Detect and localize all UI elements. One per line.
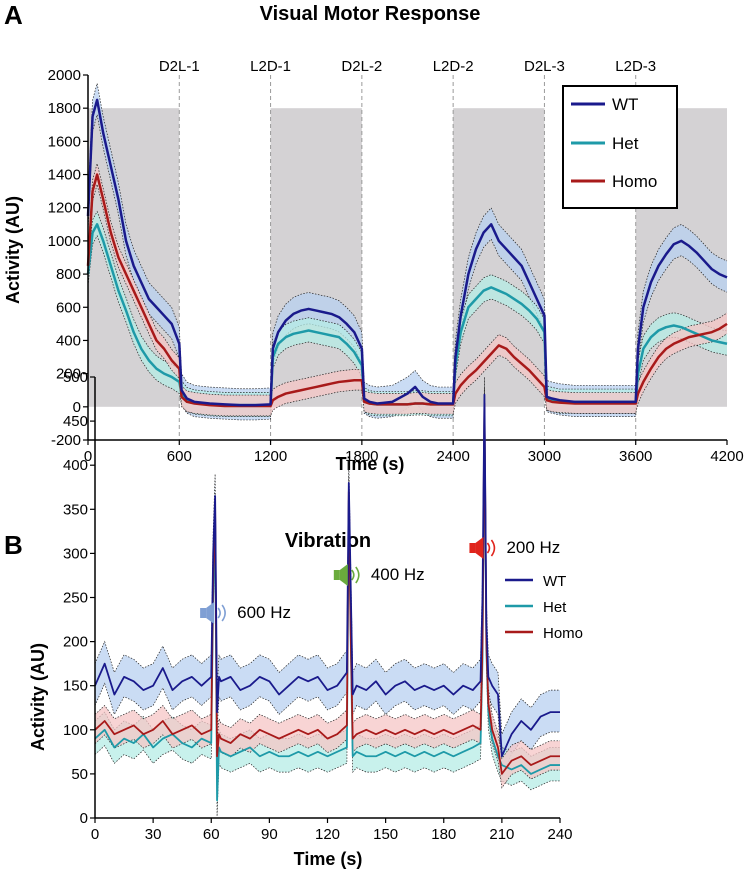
het-sem-upper (87, 210, 728, 393)
panel-a-title: Visual Motor Response (260, 3, 481, 25)
y-tick-label-4: 600 (56, 299, 81, 316)
annotation-label-3: 200 Hz (506, 538, 560, 557)
x-tick-label-5: 150 (373, 826, 398, 843)
y-tick-label-1: 0 (73, 399, 81, 416)
dark-period-2 (270, 108, 362, 407)
b-series-lines (94, 393, 560, 802)
y-tick-label-3: 400 (56, 332, 81, 349)
b-axes: 0 50 100 150 200 250 300 350 400 450 500 0 30 60 90 120… (63, 369, 573, 843)
legend-a-box (562, 85, 678, 209)
a-phase-labels: D2L-1 L2D-1 D2L-2 L2D-2 D2L-3 L2D-3 (159, 58, 656, 75)
x-tick-label-1: 600 (167, 448, 192, 465)
x-tick-label-0: 0 (91, 826, 99, 843)
dark-period-3 (453, 108, 545, 407)
y-tick-label-2: 200 (56, 366, 81, 383)
panel-b-legend: WT Het Homo (505, 573, 583, 642)
y-tick-label-7: 350 (63, 501, 88, 518)
y-tick-label-5: 800 (56, 266, 81, 283)
panel-b: B Vibration 0501001502002503003504004505… (4, 369, 583, 869)
phase-label-1: D2L-1 (159, 58, 200, 75)
legend-a-homo-label: Homo (612, 172, 657, 191)
y-tick-label-8: 400 (63, 457, 88, 474)
wt-sem-upper (87, 83, 728, 390)
y-tick-label-6: 300 (63, 545, 88, 562)
y-tick-label-5: 250 (63, 590, 88, 607)
homo-sem-lower (87, 183, 728, 417)
y-tick-label-1: 50 (71, 766, 88, 783)
panel-a-ylabel: Activity (AU) (3, 196, 23, 304)
het-sem-band (95, 394, 560, 817)
homo-sem-band (95, 388, 560, 788)
x-tick-label-2: 1200 (254, 448, 287, 465)
phase-label-4: L2D-2 (433, 58, 474, 75)
x-tick-label-7: 4200 (710, 448, 743, 465)
y-tick-label-9: 1600 (48, 133, 81, 150)
panel-b-letter: B (4, 530, 23, 560)
panel-b-xlabel: Time (s) (294, 849, 363, 869)
legend-a-wt-label: WT (612, 95, 638, 114)
x-tick-label-6: 3600 (619, 448, 652, 465)
x-tick-label-4: 2400 (436, 448, 469, 465)
panel-a: A Visual Motor Response -200020040060080… (3, 0, 744, 474)
x-tick-label-5: 3000 (528, 448, 561, 465)
y-tick-label-9: 450 (63, 413, 88, 430)
phase-label-5: D2L-3 (524, 58, 565, 75)
panel-b-ylabel: Activity (AU) (28, 643, 48, 751)
y-tick-label-0: 0 (80, 810, 88, 827)
phase-label-6: L2D-3 (615, 58, 656, 75)
a-axes: -200020040060080010001200140016001800200… (48, 67, 744, 465)
x-tick-label-0: 0 (84, 448, 92, 465)
panel-a-xlabel: Time (s) (336, 454, 405, 474)
legend-b-homo-label: Homo (543, 625, 583, 642)
phase-label-2: L2D-1 (250, 58, 291, 75)
y-tick-label-6: 1000 (48, 233, 81, 250)
y-tick-label-10: 500 (63, 369, 88, 386)
y-tick-label-2: 100 (63, 722, 88, 739)
speaker-icon-200hz (469, 537, 496, 559)
homo-series-line (86, 173, 728, 408)
wt-series-line (94, 393, 560, 758)
speaker-icon-600hz (200, 602, 226, 624)
x-tick-label-7: 210 (489, 826, 514, 843)
panel-b-title: Vibration (285, 530, 371, 552)
y-tick-label-3: 150 (63, 678, 88, 695)
x-tick-label-6: 180 (431, 826, 456, 843)
legend-a-het-label: Het (612, 134, 639, 153)
x-tick-label-3: 90 (261, 826, 278, 843)
phase-label-3: D2L-2 (341, 58, 382, 75)
panel-a-legend: WT Het Homo (562, 85, 678, 209)
x-tick-label-4: 120 (315, 826, 340, 843)
x-tick-label-2: 60 (203, 826, 220, 843)
x-tick-label-8: 240 (547, 826, 572, 843)
b-sem-bands (94, 376, 560, 817)
annotation-label-2: 400 Hz (371, 565, 425, 584)
y-tick-label-4: 200 (63, 634, 88, 651)
annotation-label-1: 600 Hz (237, 603, 291, 622)
y-tick-label-8: 1400 (48, 167, 81, 184)
x-tick-label-3: 1800 (345, 448, 378, 465)
legend-b-wt-label: WT (543, 573, 566, 590)
legend-b-het-label: Het (543, 599, 567, 616)
b-annotations: 600 Hz 400 Hz 200 Hz (200, 537, 560, 624)
panel-a-letter: A (4, 0, 23, 30)
y-tick-label-10: 1800 (48, 100, 81, 117)
y-tick-label-7: 1200 (48, 200, 81, 217)
x-tick-label-1: 30 (145, 826, 162, 843)
speaker-icon-400hz (333, 564, 360, 586)
y-tick-label-0: -200 (51, 432, 81, 449)
y-tick-label-11: 2000 (48, 67, 81, 84)
a-series-lines (86, 98, 728, 408)
wt-series-line (86, 98, 728, 407)
